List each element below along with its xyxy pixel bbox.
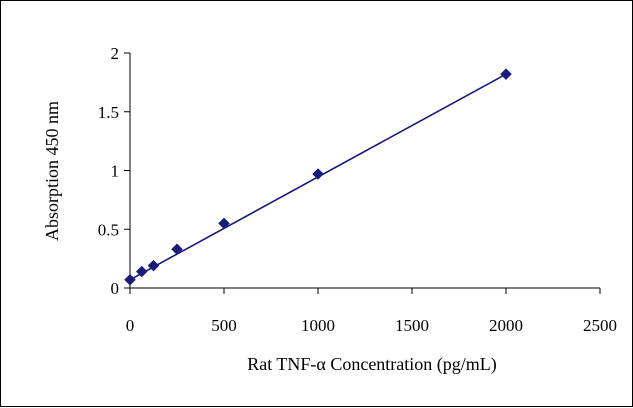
x-axis-ticks: 0 500 1000 1500 2000 2500	[126, 288, 617, 335]
data-point-marker	[218, 217, 230, 230]
data-point-marker	[500, 68, 512, 81]
data-point-marker	[312, 168, 324, 180]
x-tick-label: 1000	[301, 316, 335, 335]
y-axis-title: Absorption 450 nm	[42, 101, 62, 241]
y-tick-label: 1	[111, 162, 120, 181]
data-point-marker	[147, 259, 160, 272]
data-point-marker	[124, 273, 136, 286]
x-tick-label: 2500	[583, 316, 617, 335]
y-axis-ticks: 0 0.5 1 1.5 2	[98, 44, 130, 298]
y-tick-label: 0.5	[98, 220, 119, 239]
y-tick-label: 2	[111, 44, 120, 63]
x-axis-title: Rat TNF-α Concentration (pg/mL)	[247, 354, 497, 375]
y-tick-label: 0	[111, 279, 120, 298]
x-tick-label: 1500	[395, 316, 429, 335]
data-markers	[124, 68, 512, 286]
data-point-marker	[171, 243, 183, 256]
x-tick-label: 0	[126, 316, 135, 335]
y-tick-label: 1.5	[98, 103, 119, 122]
data-point-marker	[135, 265, 148, 278]
x-tick-label: 2000	[489, 316, 523, 335]
x-tick-label: 500	[211, 316, 237, 335]
